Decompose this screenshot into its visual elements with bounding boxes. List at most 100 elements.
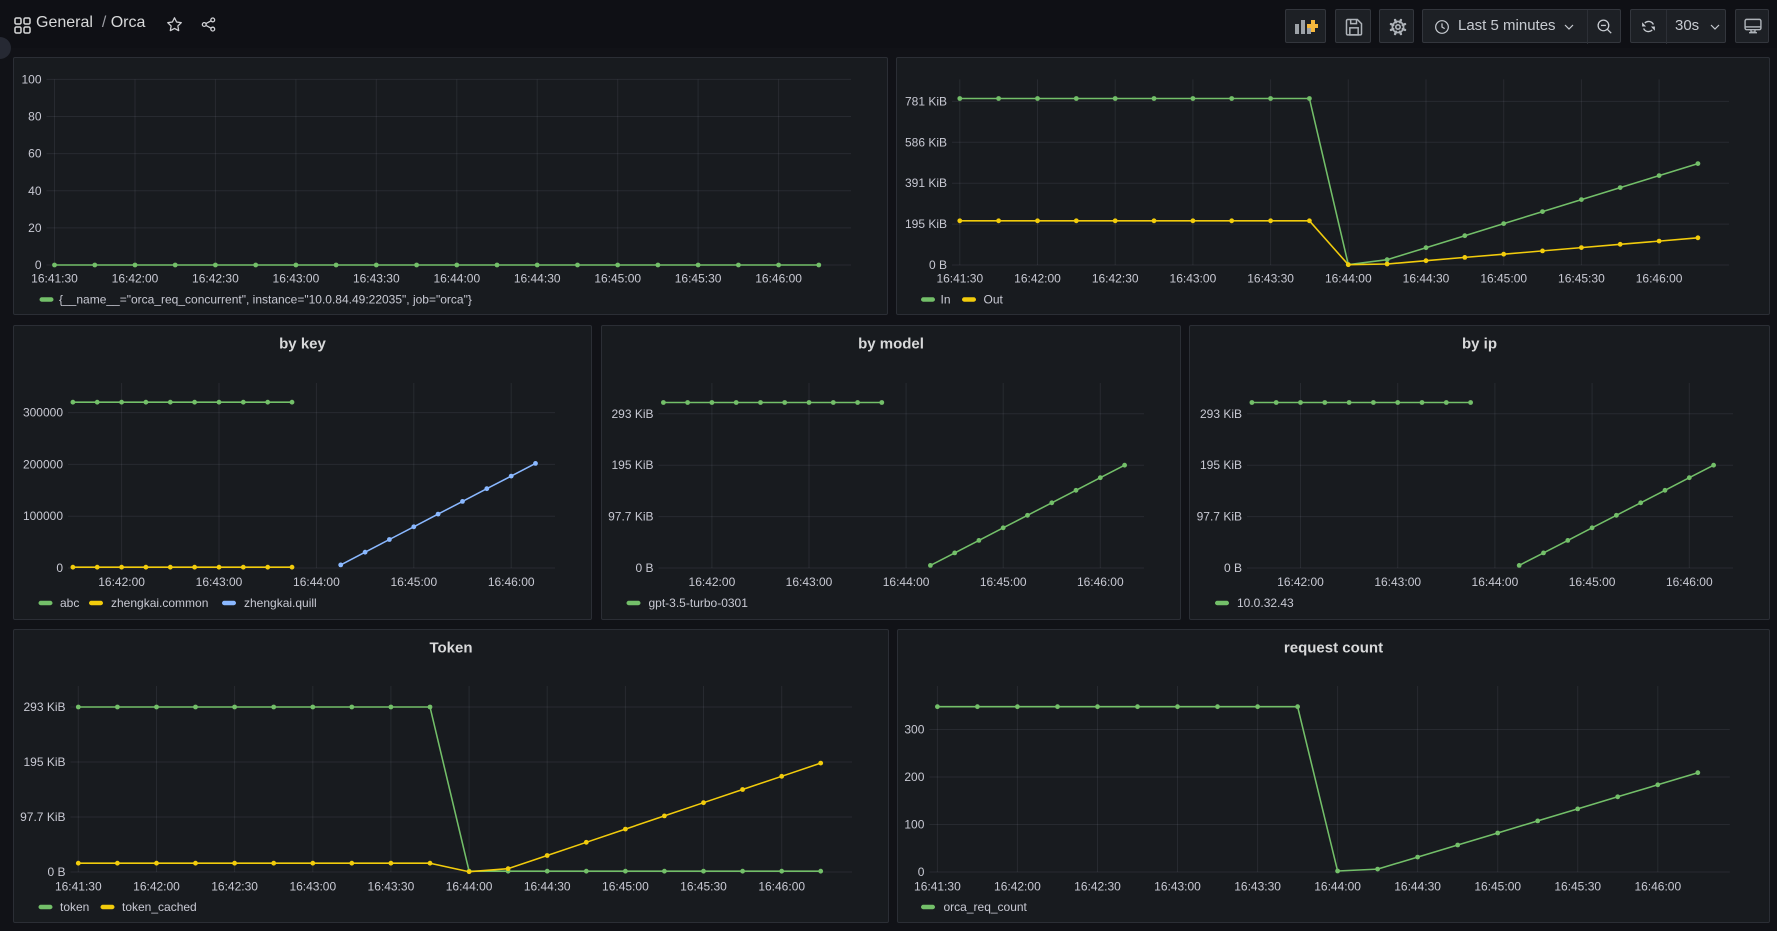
svg-text:token: token xyxy=(60,900,89,914)
svg-text:16:41:30: 16:41:30 xyxy=(936,272,983,286)
svg-text:16:46:00: 16:46:00 xyxy=(1666,575,1713,589)
svg-text:16:44:30: 16:44:30 xyxy=(524,880,571,894)
svg-text:16:43:30: 16:43:30 xyxy=(368,880,415,894)
svg-text:16:41:30: 16:41:30 xyxy=(55,880,102,894)
svg-text:16:44:00: 16:44:00 xyxy=(1314,880,1361,894)
svg-text:60: 60 xyxy=(28,147,42,161)
svg-text:16:45:00: 16:45:00 xyxy=(1480,272,1527,286)
svg-text:16:43:30: 16:43:30 xyxy=(1247,272,1294,286)
svg-text:16:46:00: 16:46:00 xyxy=(758,880,805,894)
svg-text:orca_req_count: orca_req_count xyxy=(944,900,1028,914)
svg-text:16:43:00: 16:43:00 xyxy=(273,272,320,286)
svg-text:781 KiB: 781 KiB xyxy=(905,94,947,108)
svg-text:195 KiB: 195 KiB xyxy=(905,217,947,231)
svg-text:293 KiB: 293 KiB xyxy=(611,407,653,421)
svg-text:16:45:30: 16:45:30 xyxy=(680,880,727,894)
svg-text:16:46:00: 16:46:00 xyxy=(755,272,802,286)
svg-text:zhengkai.quill: zhengkai.quill xyxy=(244,596,317,610)
svg-text:20: 20 xyxy=(28,221,42,235)
svg-text:200000: 200000 xyxy=(23,457,63,471)
svg-text:16:46:00: 16:46:00 xyxy=(1634,880,1681,894)
svg-text:16:46:00: 16:46:00 xyxy=(488,575,535,589)
svg-text:In: In xyxy=(941,293,951,307)
svg-text:16:43:00: 16:43:00 xyxy=(196,575,243,589)
svg-text:16:43:00: 16:43:00 xyxy=(289,880,336,894)
svg-text:16:42:30: 16:42:30 xyxy=(1092,272,1139,286)
svg-text:by ip: by ip xyxy=(1462,336,1497,353)
svg-text:10.0.32.43: 10.0.32.43 xyxy=(1237,596,1294,610)
svg-text:195 KiB: 195 KiB xyxy=(1200,458,1242,472)
svg-text:16:42:00: 16:42:00 xyxy=(1277,575,1324,589)
svg-text:16:43:30: 16:43:30 xyxy=(353,272,400,286)
svg-text:100000: 100000 xyxy=(23,509,63,523)
svg-text:16:44:00: 16:44:00 xyxy=(433,272,480,286)
svg-text:0 B: 0 B xyxy=(929,258,947,272)
svg-text:16:42:00: 16:42:00 xyxy=(689,575,736,589)
svg-text:abc: abc xyxy=(60,596,79,610)
svg-text:16:45:30: 16:45:30 xyxy=(1554,880,1601,894)
svg-text:16:44:30: 16:44:30 xyxy=(1403,272,1450,286)
svg-text:300000: 300000 xyxy=(23,406,63,420)
svg-text:0: 0 xyxy=(35,258,42,272)
svg-text:100: 100 xyxy=(904,818,924,832)
svg-text:16:46:00: 16:46:00 xyxy=(1636,272,1683,286)
svg-text:16:41:30: 16:41:30 xyxy=(914,880,961,894)
svg-text:16:42:00: 16:42:00 xyxy=(112,272,159,286)
svg-text:80: 80 xyxy=(28,110,42,124)
svg-text:16:43:30: 16:43:30 xyxy=(1234,880,1281,894)
svg-text:0 B: 0 B xyxy=(1224,561,1242,575)
svg-text:97.7 KiB: 97.7 KiB xyxy=(608,510,653,524)
svg-text:195 KiB: 195 KiB xyxy=(23,755,65,769)
svg-text:0 B: 0 B xyxy=(635,561,653,575)
svg-text:by model: by model xyxy=(858,336,924,353)
svg-text:16:42:00: 16:42:00 xyxy=(1014,272,1061,286)
svg-text:16:43:00: 16:43:00 xyxy=(1374,575,1421,589)
svg-text:16:44:30: 16:44:30 xyxy=(1394,880,1441,894)
svg-text:293 KiB: 293 KiB xyxy=(1200,407,1242,421)
svg-text:gpt-3.5-turbo-0301: gpt-3.5-turbo-0301 xyxy=(649,596,749,610)
svg-text:97.7 KiB: 97.7 KiB xyxy=(20,810,65,824)
svg-text:16:41:30: 16:41:30 xyxy=(31,272,78,286)
svg-text:40: 40 xyxy=(28,184,42,198)
svg-text:200: 200 xyxy=(904,770,924,784)
svg-text:16:44:00: 16:44:00 xyxy=(293,575,340,589)
svg-text:16:42:30: 16:42:30 xyxy=(1074,880,1121,894)
svg-text:16:45:00: 16:45:00 xyxy=(980,575,1027,589)
svg-text:{__name__="orca_req_concurrent: {__name__="orca_req_concurrent", instanc… xyxy=(59,293,472,307)
svg-text:293 KiB: 293 KiB xyxy=(23,700,65,714)
svg-text:97.7 KiB: 97.7 KiB xyxy=(1197,510,1242,524)
svg-text:16:42:00: 16:42:00 xyxy=(994,880,1041,894)
svg-text:16:42:00: 16:42:00 xyxy=(133,880,180,894)
svg-text:by key: by key xyxy=(279,336,326,353)
svg-text:Out: Out xyxy=(984,293,1004,307)
svg-text:zhengkai.common: zhengkai.common xyxy=(111,596,208,610)
svg-text:16:43:00: 16:43:00 xyxy=(1170,272,1217,286)
svg-text:300: 300 xyxy=(904,723,924,737)
svg-text:391 KiB: 391 KiB xyxy=(905,176,947,190)
svg-text:request count: request count xyxy=(1284,640,1383,657)
svg-text:586 KiB: 586 KiB xyxy=(905,135,947,149)
svg-text:16:44:30: 16:44:30 xyxy=(514,272,561,286)
svg-text:0: 0 xyxy=(918,865,925,879)
svg-text:16:44:00: 16:44:00 xyxy=(1472,575,1519,589)
svg-text:100: 100 xyxy=(21,72,41,86)
svg-text:Token: Token xyxy=(429,640,472,657)
svg-text:0: 0 xyxy=(56,561,63,575)
svg-text:16:45:00: 16:45:00 xyxy=(1569,575,1616,589)
svg-text:16:42:00: 16:42:00 xyxy=(98,575,145,589)
svg-text:16:43:00: 16:43:00 xyxy=(786,575,833,589)
svg-text:token_cached: token_cached xyxy=(122,900,197,914)
svg-text:16:45:30: 16:45:30 xyxy=(1558,272,1605,286)
svg-text:0 B: 0 B xyxy=(47,865,65,879)
svg-text:16:45:00: 16:45:00 xyxy=(390,575,437,589)
svg-text:16:45:00: 16:45:00 xyxy=(602,880,649,894)
svg-text:16:44:00: 16:44:00 xyxy=(446,880,493,894)
svg-text:195 KiB: 195 KiB xyxy=(611,458,653,472)
svg-text:16:42:30: 16:42:30 xyxy=(192,272,239,286)
svg-text:16:46:00: 16:46:00 xyxy=(1077,575,1124,589)
svg-text:16:45:00: 16:45:00 xyxy=(594,272,641,286)
svg-text:16:44:00: 16:44:00 xyxy=(1325,272,1372,286)
svg-text:16:45:00: 16:45:00 xyxy=(1474,880,1521,894)
svg-text:16:43:00: 16:43:00 xyxy=(1154,880,1201,894)
svg-text:16:42:30: 16:42:30 xyxy=(211,880,258,894)
